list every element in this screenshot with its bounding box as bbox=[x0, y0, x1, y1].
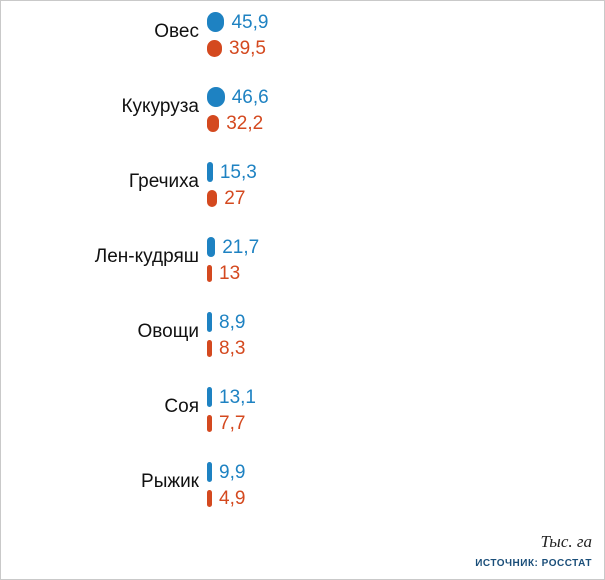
series-red-value: 39,5 bbox=[229, 37, 266, 59]
bar-row-series-blue: 15,3 bbox=[207, 159, 604, 185]
series-blue-bar bbox=[207, 162, 213, 182]
bar-row-series-red: 32,2 bbox=[207, 110, 604, 136]
series-blue-value: 46,6 bbox=[231, 86, 269, 108]
series-blue-value: 21,7 bbox=[222, 236, 260, 258]
series-red-bar bbox=[207, 39, 222, 57]
bars-column: 15,3 27 bbox=[207, 159, 604, 211]
bars-column: 45,9 39,5 bbox=[207, 9, 604, 61]
bar-row-series-red: 39,5 bbox=[207, 35, 604, 61]
series-red-bar bbox=[207, 189, 218, 207]
series-blue-value: 45,9 bbox=[231, 11, 269, 33]
series-blue-bar bbox=[207, 462, 212, 482]
chart-group: Соя 13,1 7,7 bbox=[1, 384, 604, 436]
category-label: Соя bbox=[164, 395, 199, 417]
bar-chart: Овес 45,9 39,5 Кукуруза 46,6 32,2 Гречиха 15,3 2… bbox=[1, 9, 604, 534]
chart-group: Лен-кудряш 21,7 13 bbox=[1, 234, 604, 286]
bar-row-series-red: 13 bbox=[207, 260, 604, 286]
bar-row-series-blue: 9,9 bbox=[207, 459, 604, 485]
bar-row-series-blue: 45,9 bbox=[207, 9, 604, 35]
series-blue-bar bbox=[207, 12, 225, 32]
series-red-value: 7,7 bbox=[219, 412, 246, 434]
bar-row-series-red: 8,3 bbox=[207, 335, 604, 361]
series-red-bar bbox=[207, 489, 212, 507]
bars-column: 13,1 7,7 bbox=[207, 384, 604, 436]
series-blue-value: 8,9 bbox=[219, 311, 246, 333]
bar-row-series-red: 7,7 bbox=[207, 410, 604, 436]
series-red-value: 8,3 bbox=[219, 337, 246, 359]
bars-column: 46,6 32,2 bbox=[207, 84, 604, 136]
bar-row-series-blue: 13,1 bbox=[207, 384, 604, 410]
series-blue-bar bbox=[207, 87, 225, 107]
source-label: ИСТОЧНИК: РОССТАТ bbox=[475, 558, 592, 569]
category-label: Кукуруза bbox=[121, 95, 199, 117]
bars-column: 8,9 8,3 bbox=[207, 309, 604, 361]
category-label: Рыжик bbox=[141, 470, 199, 492]
chart-group: Овес 45,9 39,5 bbox=[1, 9, 604, 61]
bar-row-series-blue: 46,6 bbox=[207, 84, 604, 110]
series-blue-bar bbox=[207, 387, 212, 407]
category-label: Овощи bbox=[137, 320, 199, 342]
series-blue-bar bbox=[207, 237, 216, 257]
series-red-value: 4,9 bbox=[219, 487, 246, 509]
bars-column: 21,7 13 bbox=[207, 234, 604, 286]
chart-group: Рыжик 9,9 4,9 bbox=[1, 459, 604, 511]
chart-group: Кукуруза 46,6 32,2 bbox=[1, 84, 604, 136]
series-blue-value: 15,3 bbox=[219, 161, 257, 183]
chart-group: Гречиха 15,3 27 bbox=[1, 159, 604, 211]
unit-label: Тыс. га bbox=[540, 532, 592, 551]
series-blue-value: 13,1 bbox=[219, 386, 256, 408]
chart-footer: Тыс. га ИСТОЧНИК: РОССТАТ bbox=[475, 532, 592, 569]
bar-row-series-red: 27 bbox=[207, 185, 604, 211]
bars-column: 9,9 4,9 bbox=[207, 459, 604, 511]
series-red-bar bbox=[207, 339, 212, 357]
series-red-value: 27 bbox=[224, 187, 246, 209]
bar-row-series-blue: 21,7 bbox=[207, 234, 604, 260]
category-label: Овес bbox=[154, 20, 199, 42]
series-blue-value: 9,9 bbox=[219, 461, 246, 483]
series-red-bar bbox=[207, 264, 212, 282]
series-red-bar bbox=[207, 414, 212, 432]
bar-row-series-blue: 8,9 bbox=[207, 309, 604, 335]
category-label: Гречиха bbox=[128, 170, 199, 192]
series-red-value: 32,2 bbox=[226, 112, 264, 134]
chart-group: Овощи 8,9 8,3 bbox=[1, 309, 604, 361]
series-blue-bar bbox=[207, 312, 212, 332]
series-red-value: 13 bbox=[219, 262, 241, 284]
category-label: Лен-кудряш bbox=[94, 245, 199, 267]
series-red-bar bbox=[207, 114, 220, 132]
bar-row-series-red: 4,9 bbox=[207, 485, 604, 511]
